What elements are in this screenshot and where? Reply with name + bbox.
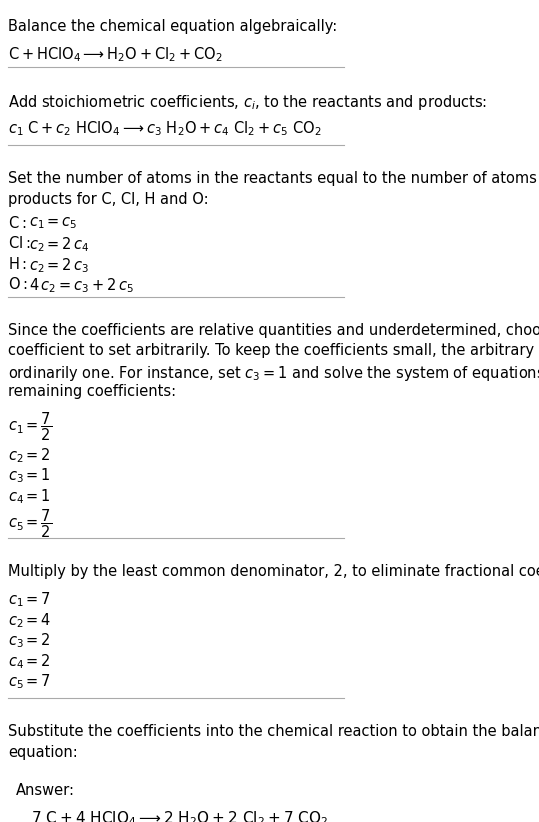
Text: $c_1\ \mathrm{C} + c_2\ \mathrm{HClO_4} \longrightarrow c_3\ \mathrm{H_2O} + c_4: $c_1\ \mathrm{C} + c_2\ \mathrm{HClO_4} … [8, 119, 322, 138]
Text: Substitute the coefficients into the chemical reaction to obtain the balanced: Substitute the coefficients into the che… [8, 724, 539, 739]
Text: products for C, Cl, H and O:: products for C, Cl, H and O: [8, 192, 209, 206]
Text: $c_3 = 1$: $c_3 = 1$ [8, 467, 51, 485]
Text: $c_2 = 2\,c_4$: $c_2 = 2\,c_4$ [29, 235, 89, 254]
Text: $7\ \mathrm{C} + 4\ \mathrm{HClO_4} \longrightarrow 2\ \mathrm{H_2O} + 2\ \mathr: $7\ \mathrm{C} + 4\ \mathrm{HClO_4} \lon… [31, 809, 328, 822]
Text: Since the coefficients are relative quantities and underdetermined, choose a: Since the coefficients are relative quan… [8, 323, 539, 338]
Text: $\mathrm{H{:}}$: $\mathrm{H{:}}$ [8, 256, 27, 272]
Text: equation:: equation: [8, 745, 78, 760]
Text: $c_2 = 2\,c_3$: $c_2 = 2\,c_3$ [29, 256, 89, 275]
Text: $c_5 = 7$: $c_5 = 7$ [8, 672, 51, 691]
FancyBboxPatch shape [4, 764, 229, 822]
Text: $c_5 = \dfrac{7}{2}$: $c_5 = \dfrac{7}{2}$ [8, 507, 52, 540]
Text: $c_2 = 2$: $c_2 = 2$ [8, 446, 51, 464]
Text: Answer:: Answer: [16, 783, 75, 798]
Text: ordinarily one. For instance, set $c_3 = 1$ and solve the system of equations fo: ordinarily one. For instance, set $c_3 =… [8, 364, 539, 383]
Text: $\mathrm{C{:}}$: $\mathrm{C{:}}$ [8, 215, 26, 231]
Text: $c_2 = 4$: $c_2 = 4$ [8, 611, 52, 630]
Text: $c_1 = \dfrac{7}{2}$: $c_1 = \dfrac{7}{2}$ [8, 410, 52, 443]
Text: Balance the chemical equation algebraically:: Balance the chemical equation algebraica… [8, 19, 337, 35]
Text: Set the number of atoms in the reactants equal to the number of atoms in the: Set the number of atoms in the reactants… [8, 171, 539, 186]
Text: $4\,c_2 = c_3 + 2\,c_5$: $4\,c_2 = c_3 + 2\,c_5$ [29, 276, 134, 295]
Text: coefficient to set arbitrarily. To keep the coefficients small, the arbitrary va: coefficient to set arbitrarily. To keep … [8, 344, 539, 358]
Text: $c_4 = 1$: $c_4 = 1$ [8, 487, 51, 506]
Text: $\mathrm{O{:}}$: $\mathrm{O{:}}$ [8, 276, 28, 293]
Text: $c_3 = 2$: $c_3 = 2$ [8, 631, 51, 650]
Text: $c_1 = 7$: $c_1 = 7$ [8, 590, 51, 609]
Text: $c_1 = c_5$: $c_1 = c_5$ [29, 215, 78, 230]
Text: Add stoichiometric coefficients, $c_i$, to the reactants and products:: Add stoichiometric coefficients, $c_i$, … [8, 93, 487, 112]
Text: Multiply by the least common denominator, 2, to eliminate fractional coefficient: Multiply by the least common denominator… [8, 565, 539, 580]
Text: $\mathrm{Cl{:}}$: $\mathrm{Cl{:}}$ [8, 235, 31, 252]
Text: $c_4 = 2$: $c_4 = 2$ [8, 652, 51, 671]
Text: $\mathrm{C + HClO_4 \longrightarrow H_2O + Cl_2 + CO_2}$: $\mathrm{C + HClO_4 \longrightarrow H_2O… [8, 45, 223, 64]
Text: remaining coefficients:: remaining coefficients: [8, 385, 176, 399]
